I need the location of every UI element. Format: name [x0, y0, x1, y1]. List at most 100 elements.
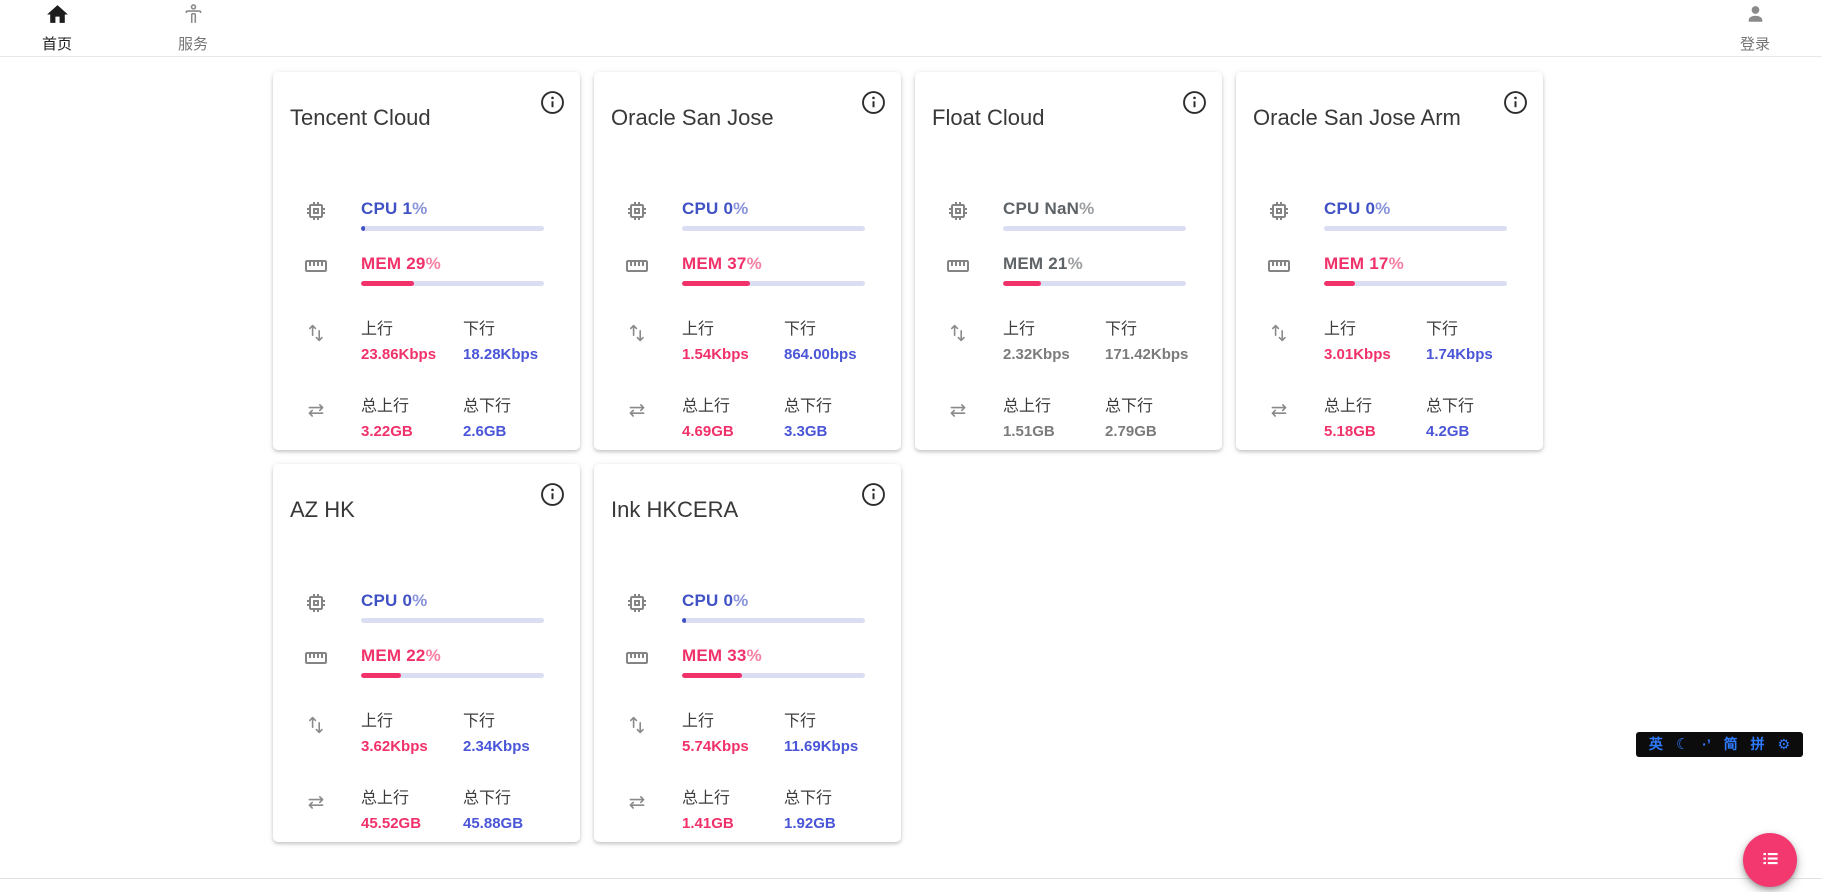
cpu-progress-track [682, 226, 865, 232]
mem-gauge-body: MEM 37% [682, 254, 865, 287]
nav-item-services[interactable]: 服务 [160, 1, 226, 55]
mem-progress-fill [361, 281, 415, 287]
mem-gauge-body: MEM 33% [682, 646, 865, 679]
total-upload-label: 总上行 [682, 398, 731, 416]
cpu-gauge: CPU 0% [1236, 199, 1543, 232]
total-upload-col: 总上行 1.41GB [682, 784, 784, 832]
cpu-progress-track [682, 618, 865, 624]
cpu-gauge-body: CPU 0% [682, 591, 865, 624]
total-download-value: 1.92GB [784, 815, 836, 833]
cpu-progress-track [1003, 226, 1186, 232]
cpu-progress-track [1324, 226, 1507, 232]
swap-horiz-icon [625, 398, 649, 422]
info-button[interactable] [1181, 89, 1208, 116]
total-row: 总上行 3.22GB 总下行 2.6GB [273, 392, 580, 440]
ruler-icon [304, 646, 328, 670]
mem-gauge: MEM 37% [594, 254, 901, 287]
info-button[interactable] [1502, 89, 1529, 116]
swap-vert-icon [304, 713, 328, 737]
speed-row: 上行 1.54Kbps 下行 864.00bps [594, 315, 901, 363]
download-label: 下行 [784, 321, 817, 339]
server-card: Oracle San Jose CPU 0% [594, 72, 901, 450]
cpu-percent-sign: % [1375, 199, 1391, 219]
mem-gauge: MEM 29% [273, 254, 580, 287]
cpu-gauge-body: CPU 0% [1324, 199, 1507, 232]
card-body: CPU 0% MEM 22% [273, 591, 580, 832]
server-name: Oracle San Jose [611, 105, 774, 130]
download-value: 11.69Kbps [784, 738, 859, 756]
mem-label: MEM 22% [361, 646, 441, 666]
download-label: 下行 [1105, 321, 1138, 339]
card-body: CPU 0% MEM 33% [594, 591, 901, 832]
swap-horiz-icon [304, 790, 328, 814]
total-download-value: 3.3GB [784, 423, 828, 441]
download-value: 171.42Kbps [1105, 346, 1189, 364]
nav-item-home[interactable]: 首页 [24, 1, 90, 55]
total-download-label: 总下行 [463, 398, 512, 416]
mem-percent-sign: % [746, 646, 762, 666]
cpu-label: CPU 0% [361, 591, 428, 611]
ime-simplified-button[interactable]: 简 [1723, 736, 1738, 752]
ime-punctuation-button[interactable]: ·’ [1702, 736, 1711, 752]
ime-halfwidth-moon-icon[interactable]: ☾ [1675, 736, 1690, 753]
info-button[interactable] [860, 89, 887, 116]
cpu-label: CPU 0% [1324, 199, 1391, 219]
total-download-label: 总下行 [1105, 398, 1154, 416]
swap-horiz-icon [1267, 398, 1291, 422]
card-header: Oracle San Jose [594, 72, 901, 149]
mem-percent-sign: % [746, 254, 762, 274]
ruler-icon [1267, 254, 1291, 278]
card-header: Ink HKCERA [594, 464, 901, 541]
download-label: 下行 [1426, 321, 1459, 339]
swap-vert-icon [625, 713, 649, 737]
cpu-label: CPU 0% [682, 591, 749, 611]
total-download-col: 总下行 1.92GB [784, 784, 886, 832]
info-icon [860, 483, 887, 511]
cpu-value: 0 [723, 199, 734, 219]
total-upload-value: 5.18GB [1324, 423, 1376, 441]
total-download-label: 总下行 [463, 790, 512, 808]
mem-progress-fill [1003, 281, 1042, 287]
server-card: Ink HKCERA CPU 0% [594, 464, 901, 842]
swap-vert-icon [1267, 321, 1291, 345]
download-col: 下行 1.74Kbps [1426, 315, 1528, 363]
mem-gauge-body: MEM 21% [1003, 254, 1186, 287]
cpu-chip-icon [946, 199, 970, 223]
swap-horiz-icon [625, 790, 649, 814]
server-list-fab[interactable] [1743, 833, 1797, 887]
info-button[interactable] [539, 89, 566, 116]
cpu-label: CPU NaN% [1003, 199, 1095, 219]
server-name: Tencent Cloud [290, 105, 431, 130]
ime-language-button[interactable]: 英 [1648, 736, 1663, 752]
cpu-value: 0 [723, 591, 734, 611]
mem-progress-track [1324, 281, 1507, 287]
services-icon [181, 2, 206, 32]
info-icon [539, 483, 566, 511]
server-card: Tencent Cloud CPU 1% [273, 72, 580, 450]
cpu-percent-sign: % [412, 199, 428, 219]
mem-percent-sign: % [425, 254, 441, 274]
total-upload-value: 1.41GB [682, 815, 734, 833]
nav-home-label: 首页 [41, 36, 72, 53]
total-upload-value: 45.52GB [361, 815, 422, 833]
total-row: 总上行 1.51GB 总下行 2.79GB [915, 392, 1222, 440]
total-download-value: 2.6GB [463, 423, 507, 441]
cpu-chip-icon [625, 199, 649, 223]
total-download-value: 2.79GB [1105, 423, 1157, 441]
nav-item-login[interactable]: 登录 [1722, 1, 1788, 55]
total-upload-col: 总上行 4.69GB [682, 392, 784, 440]
card-header: Oracle San Jose Arm [1236, 72, 1543, 149]
cpu-gauge: CPU 1% [273, 199, 580, 232]
ime-pinyin-button[interactable]: 拼 [1750, 736, 1765, 752]
info-button[interactable] [539, 481, 566, 508]
mem-label: MEM 17% [1324, 254, 1404, 274]
cpu-value: 0 [402, 591, 413, 611]
mem-percent-sign: % [1388, 254, 1404, 274]
ime-settings-gear-icon[interactable]: ⚙ [1777, 736, 1791, 752]
total-download-label: 总下行 [784, 398, 833, 416]
ruler-icon [304, 254, 328, 278]
mem-gauge-body: MEM 17% [1324, 254, 1507, 287]
cpu-value: NaN [1044, 199, 1080, 219]
info-button[interactable] [860, 481, 887, 508]
mem-value: 17 [1369, 254, 1389, 274]
